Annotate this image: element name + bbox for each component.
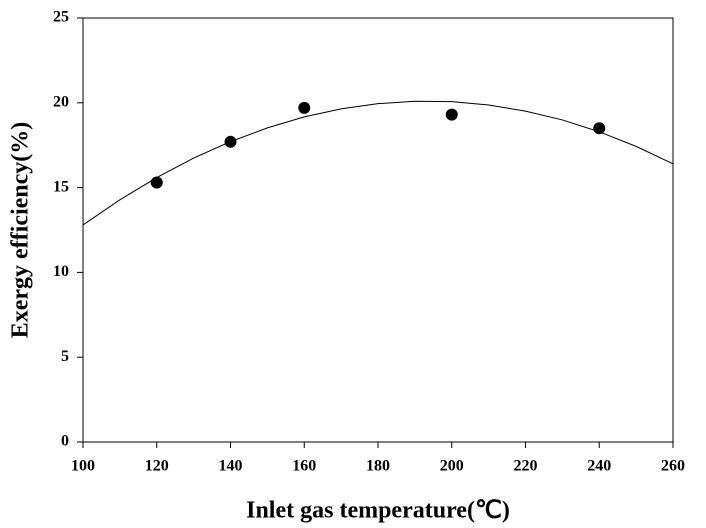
x-tick-label: 240 <box>587 458 611 475</box>
data-point <box>224 135 237 148</box>
y-tick-label: 20 <box>53 93 69 110</box>
data-point <box>593 122 606 135</box>
y-tick-label: 15 <box>53 178 69 195</box>
data-point <box>298 101 311 114</box>
x-axis-title: Inlet gas temperature(℃) <box>246 498 510 524</box>
y-tick-label: 25 <box>53 9 69 26</box>
data-point <box>445 108 458 121</box>
x-tick-label: 100 <box>71 458 95 475</box>
x-tick-label: 260 <box>661 458 685 475</box>
x-tick-label: 180 <box>366 458 390 475</box>
x-tick-label: 200 <box>440 458 464 475</box>
fit-curve <box>82 100 674 226</box>
x-tick-label: 220 <box>514 458 538 475</box>
y-tick-label: 5 <box>61 348 69 365</box>
y-tick-label: 0 <box>61 433 69 450</box>
plot-frame <box>82 17 674 443</box>
x-tick-label: 140 <box>219 458 243 475</box>
y-tick-label: 10 <box>53 263 69 280</box>
x-tick-label: 160 <box>292 458 316 475</box>
x-tick-label: 120 <box>145 458 169 475</box>
y-axis-title: Exergy efficiency(%) <box>8 122 34 339</box>
data-point <box>150 176 163 189</box>
